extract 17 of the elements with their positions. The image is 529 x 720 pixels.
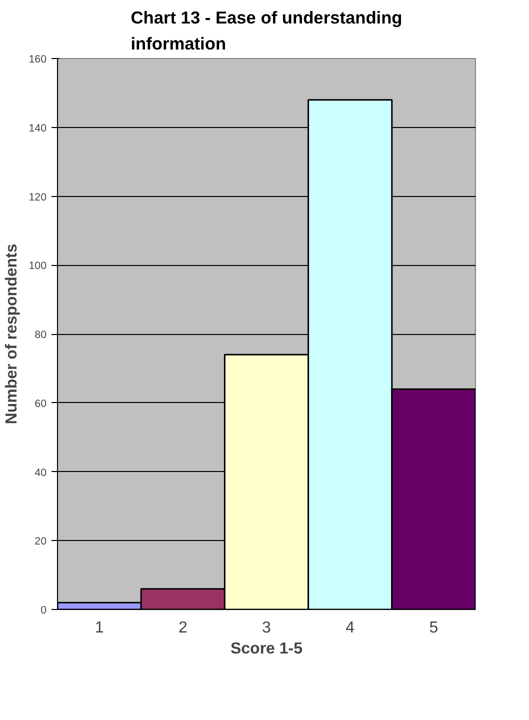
- x-tick-label: 1: [94, 620, 104, 636]
- x-axis-title: Score 1-5: [230, 640, 303, 658]
- y-tick-label: 160: [28, 54, 47, 66]
- x-tick-label: 3: [262, 620, 272, 636]
- x-tick-label: 4: [346, 620, 355, 636]
- y-axis-title: Number of respondents: [4, 244, 21, 424]
- y-tick-label: 120: [28, 191, 47, 204]
- x-tick-label: 2: [178, 620, 188, 636]
- y-tick-label: 0: [40, 604, 47, 616]
- y-tick-label: 100: [28, 260, 47, 272]
- y-tick-label: 80: [34, 329, 47, 341]
- y-tick-label: 20: [34, 536, 47, 548]
- chart-title: Chart 13 - Ease of understanding information: [130, 8, 402, 54]
- x-tick-label: 5: [429, 620, 438, 636]
- y-tick-label: 40: [34, 466, 47, 479]
- y-tick-label: 140: [28, 122, 47, 134]
- y-tick-label: 60: [34, 398, 47, 410]
